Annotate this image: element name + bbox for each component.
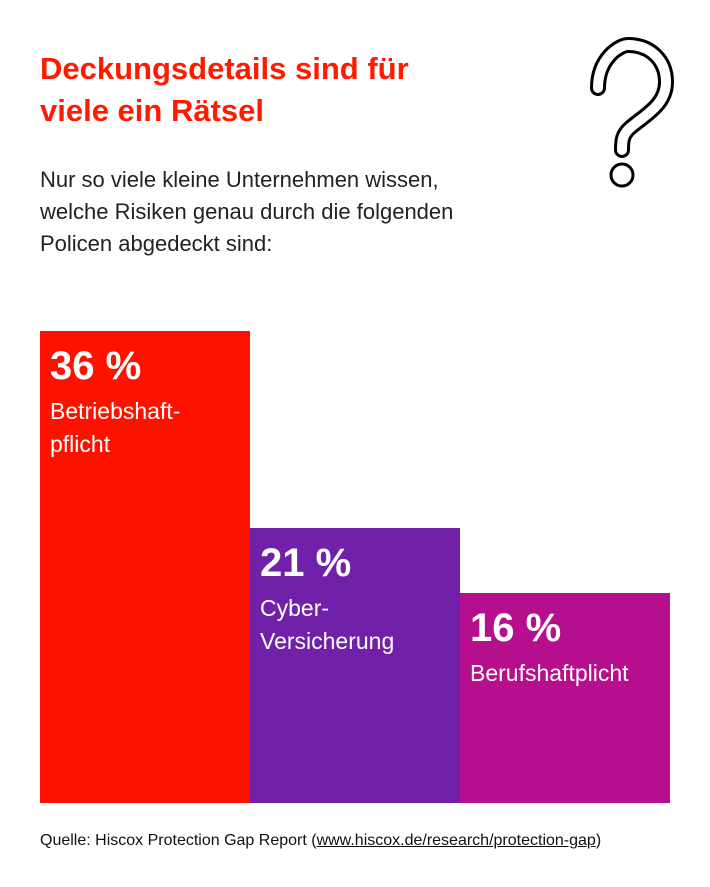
- category-label: Betriebshaft- pflicht: [50, 398, 181, 457]
- category-label: Cyber- Versicherung: [260, 594, 395, 654]
- value-label: 16 %: [470, 606, 562, 651]
- chart-subtitle: Nur so viele kleine Unternehmen wissen, …: [40, 167, 454, 256]
- chart-title: Deckungsdetails sind für viele ein Rätse…: [40, 51, 409, 128]
- category-label: Berufshaftplicht: [470, 660, 629, 687]
- value-label: 21 %: [260, 540, 352, 585]
- bar: [40, 331, 250, 803]
- source-close: ): [595, 832, 602, 849]
- question-mark-icon: [590, 37, 674, 188]
- bar: [460, 593, 670, 803]
- bar: [250, 527, 460, 803]
- source-text: Quelle: Hiscox Protection Gap Report (: [40, 832, 317, 849]
- source-note: Quelle: Hiscox Protection Gap Report (ww…: [40, 832, 601, 850]
- value-label: 36 %: [50, 344, 142, 388]
- source-link[interactable]: www.hiscox.de/research/protection-gap: [316, 832, 596, 849]
